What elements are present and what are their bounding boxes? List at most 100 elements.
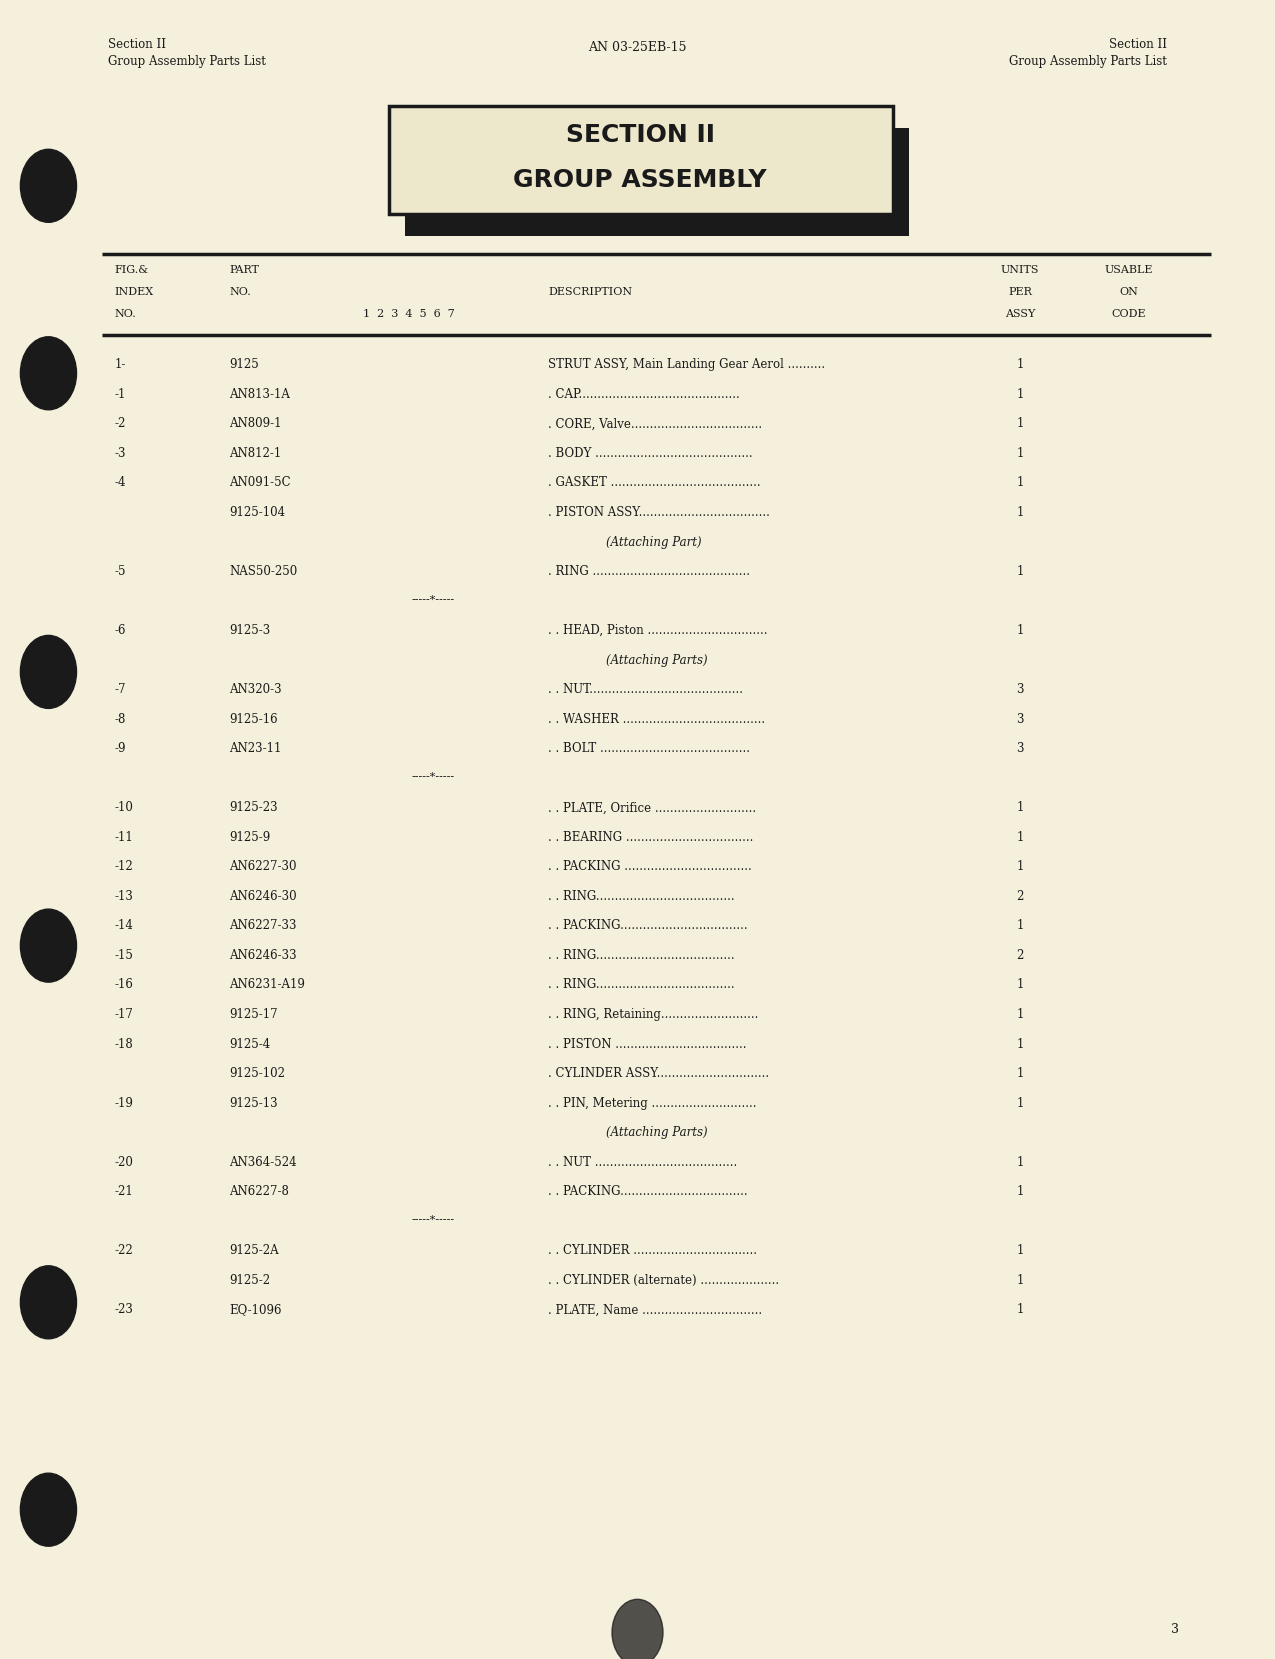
Text: . . NUT ......................................: . . NUT ................................… — [548, 1156, 737, 1168]
Text: -9: -9 — [115, 742, 126, 755]
Text: 9125-2A: 9125-2A — [230, 1244, 279, 1258]
Text: 1: 1 — [1016, 979, 1024, 992]
Text: . . RING.....................................: . . RING................................… — [548, 979, 734, 992]
Text: 1: 1 — [1016, 1304, 1024, 1316]
Text: 9125-13: 9125-13 — [230, 1097, 278, 1110]
Text: . . RING.....................................: . . RING................................… — [548, 949, 734, 962]
Text: . CAP...........................................: . CAP...................................… — [548, 388, 740, 401]
Text: AN6227-8: AN6227-8 — [230, 1185, 289, 1198]
Text: . . PACKING..................................: . . PACKING.............................… — [548, 919, 748, 932]
Text: 3: 3 — [1016, 742, 1024, 755]
Text: CODE: CODE — [1111, 309, 1146, 319]
Text: EQ-1096: EQ-1096 — [230, 1304, 282, 1316]
Text: 1: 1 — [1016, 1037, 1024, 1050]
Text: 9125-9: 9125-9 — [230, 831, 270, 844]
Text: 9125-3: 9125-3 — [230, 624, 270, 637]
Text: AN091-5C: AN091-5C — [230, 476, 291, 489]
Text: FIG.&: FIG.& — [115, 265, 149, 275]
Text: . . PACKING..................................: . . PACKING.............................… — [548, 1185, 748, 1198]
Text: -19: -19 — [115, 1097, 134, 1110]
Text: AN813-1A: AN813-1A — [230, 388, 291, 401]
Text: -22: -22 — [115, 1244, 134, 1258]
Text: 9125-4: 9125-4 — [230, 1037, 270, 1050]
Text: 3: 3 — [1016, 713, 1024, 725]
Text: -1: -1 — [115, 388, 126, 401]
Text: . . BEARING ..................................: . . BEARING ............................… — [548, 831, 754, 844]
Text: . . CYLINDER (alternate) .....................: . . CYLINDER (alternate) ...............… — [548, 1274, 779, 1287]
Text: . . WASHER ......................................: . . WASHER .............................… — [548, 713, 765, 725]
Text: 9125-16: 9125-16 — [230, 713, 278, 725]
Text: -----*-----: -----*----- — [412, 771, 455, 781]
Text: -23: -23 — [115, 1304, 134, 1316]
Text: Group Assembly Parts List: Group Assembly Parts List — [108, 55, 266, 68]
Text: USABLE: USABLE — [1104, 265, 1153, 275]
Text: 1: 1 — [1016, 1156, 1024, 1168]
Text: Group Assembly Parts List: Group Assembly Parts List — [1009, 55, 1167, 68]
Text: ON: ON — [1119, 287, 1137, 297]
Text: AN6227-33: AN6227-33 — [230, 919, 297, 932]
Text: ASSY: ASSY — [1005, 309, 1035, 319]
Text: NO.: NO. — [115, 309, 136, 319]
Text: -11: -11 — [115, 831, 134, 844]
Text: PART: PART — [230, 265, 259, 275]
Text: -14: -14 — [115, 919, 134, 932]
Text: Section II: Section II — [1109, 38, 1167, 51]
Text: AN6246-33: AN6246-33 — [230, 949, 297, 962]
Text: 9125-104: 9125-104 — [230, 506, 286, 519]
Text: AN6246-30: AN6246-30 — [230, 889, 297, 902]
Text: AN23-11: AN23-11 — [230, 742, 282, 755]
Text: . CORE, Valve...................................: . CORE, Valve...........................… — [548, 418, 762, 430]
Text: . . HEAD, Piston ................................: . . HEAD, Piston .......................… — [548, 624, 768, 637]
Text: 9125-17: 9125-17 — [230, 1009, 278, 1020]
Text: INDEX: INDEX — [115, 287, 154, 297]
Text: 1: 1 — [1016, 1009, 1024, 1020]
Text: (Attaching Parts): (Attaching Parts) — [606, 654, 708, 667]
Text: 1: 1 — [1016, 801, 1024, 815]
Text: 1: 1 — [1016, 1244, 1024, 1258]
Text: -8: -8 — [115, 713, 126, 725]
Text: 1: 1 — [1016, 476, 1024, 489]
Text: 1  2  3  4  5  6  7: 1 2 3 4 5 6 7 — [363, 309, 455, 319]
Text: 1: 1 — [1016, 1067, 1024, 1080]
Text: . RING ..........................................: . RING .................................… — [548, 566, 750, 577]
Text: 1: 1 — [1016, 358, 1024, 372]
Text: -7: -7 — [115, 684, 126, 697]
Text: 1: 1 — [1016, 919, 1024, 932]
Text: -16: -16 — [115, 979, 134, 992]
Text: AN 03-25EB-15: AN 03-25EB-15 — [588, 41, 687, 55]
Text: . CYLINDER ASSY..............................: . CYLINDER ASSY.........................… — [548, 1067, 769, 1080]
Text: . . PISTON ...................................: . . PISTON .............................… — [548, 1037, 747, 1050]
Text: SECTION II: SECTION II — [566, 123, 714, 146]
Circle shape — [20, 149, 76, 222]
Text: . . RING, Retaining..........................: . . RING, Retaining.....................… — [548, 1009, 759, 1020]
FancyBboxPatch shape — [389, 106, 892, 214]
Text: -5: -5 — [115, 566, 126, 577]
Text: 3: 3 — [1016, 684, 1024, 697]
Text: . PLATE, Name ................................: . PLATE, Name ..........................… — [548, 1304, 762, 1316]
Text: 1: 1 — [1016, 831, 1024, 844]
Text: . . RING.....................................: . . RING................................… — [548, 889, 734, 902]
Text: (Attaching Part): (Attaching Part) — [606, 536, 701, 549]
Text: AN364-524: AN364-524 — [230, 1156, 297, 1168]
Text: . . PACKING ..................................: . . PACKING ............................… — [548, 861, 752, 873]
Text: -13: -13 — [115, 889, 134, 902]
Text: 1: 1 — [1016, 624, 1024, 637]
Text: Section II: Section II — [108, 38, 166, 51]
Text: 3: 3 — [1172, 1623, 1179, 1636]
Text: GROUP ASSEMBLY: GROUP ASSEMBLY — [514, 168, 766, 191]
Text: AN320-3: AN320-3 — [230, 684, 282, 697]
Text: AN812-1: AN812-1 — [230, 446, 282, 460]
Text: 9125: 9125 — [230, 358, 259, 372]
Text: . . PIN, Metering ............................: . . PIN, Metering ......................… — [548, 1097, 757, 1110]
Text: -15: -15 — [115, 949, 134, 962]
Text: PER: PER — [1009, 287, 1031, 297]
Text: -----*-----: -----*----- — [412, 1214, 455, 1224]
Circle shape — [20, 1266, 76, 1339]
Text: 1: 1 — [1016, 1185, 1024, 1198]
Text: 9125-102: 9125-102 — [230, 1067, 286, 1080]
Text: 2: 2 — [1016, 889, 1024, 902]
Text: 1: 1 — [1016, 1097, 1024, 1110]
Circle shape — [20, 635, 76, 708]
Text: -10: -10 — [115, 801, 134, 815]
Text: -----*-----: -----*----- — [412, 594, 455, 604]
